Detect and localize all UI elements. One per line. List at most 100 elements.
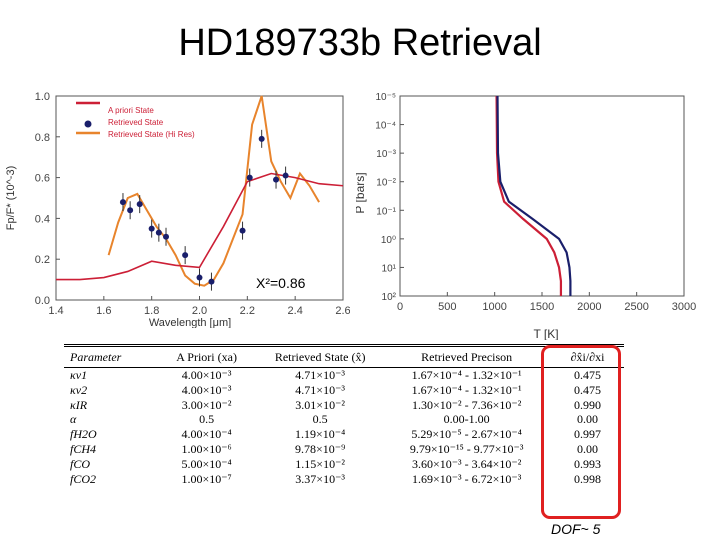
- retrieved-point: [196, 274, 203, 281]
- retrieved-point: [136, 201, 143, 208]
- table-cell: 0.475: [574, 368, 602, 382]
- table-cell: 1.69×10⁻³ - 6.72×10⁻³: [411, 471, 522, 486]
- spectrum-ylabel: Fp/F* (10^-3): [5, 166, 17, 230]
- y-tick-label: 0.8: [35, 132, 50, 144]
- table-cell: 5.00×10⁻⁴: [181, 456, 232, 471]
- table-cell: 0.00-1.00: [443, 412, 490, 427]
- tp-y-tick-label: 10⁻¹: [376, 206, 396, 217]
- table-cell: 0.00: [577, 412, 599, 427]
- table-cell: fCH4: [70, 441, 97, 456]
- header-retrieved-state: Retrieved State (x̂): [274, 349, 366, 364]
- table-cell: 0.475: [574, 382, 602, 397]
- table-cell: 4.71×10⁻³: [295, 368, 345, 382]
- retrieved-point: [119, 199, 126, 206]
- x-tick-label: 1.8: [144, 305, 159, 317]
- tp-y-tick-label: 10²: [382, 292, 397, 303]
- table-cell: 1.30×10⁻² - 7.36×10⁻²: [411, 397, 522, 412]
- tp-y-tick-label: 10⁰: [381, 235, 396, 246]
- retrieved-point: [148, 225, 155, 232]
- x-tick-label: 2.0: [192, 305, 207, 317]
- table-cell: 0.00: [577, 441, 599, 456]
- table-cell: 9.79×10⁻¹⁵ - 9.77×10⁻³: [409, 441, 524, 456]
- parameter-table: Parameter A Priori (xa) Retrieved State …: [64, 344, 624, 524]
- tp-profile-line: [495, 95, 563, 296]
- legend-retrieved-swatch: [84, 120, 92, 128]
- table-row: κv1 4.00×10⁻³ 4.71×10⁻³ 1.67×10⁻⁴ - 1.32×10…: [64, 368, 624, 383]
- legend-label: Retrieved State: [108, 118, 164, 127]
- x-tick-label: 1.4: [48, 305, 63, 317]
- table-cell: 1.00×10⁻⁶: [181, 441, 232, 456]
- tp-y-tick-label: 10⁻⁵: [375, 92, 396, 103]
- table-cell: 9.78×10⁻⁹: [295, 441, 346, 456]
- legend-label: Retrieved State (Hi Res): [108, 130, 195, 139]
- tp-x-tick-label: 2500: [624, 301, 648, 313]
- spectrum-chart: 1.4 1.6 1.8 2.0 2.2 2.4 2.60.00.20.40.60.81.0 …: [5, 91, 350, 328]
- x-tick-label: 2.2: [240, 305, 255, 317]
- spectrum-xlabel: Wavelength [μm]: [149, 317, 231, 328]
- tp-profile-line: [496, 95, 572, 296]
- table-cell: 1.15×10⁻²: [295, 456, 345, 471]
- table-cell: 0.998: [574, 471, 602, 486]
- retrieved-point: [239, 227, 246, 234]
- y-tick-label: 1.0: [35, 91, 50, 103]
- retrieved-point: [155, 229, 162, 236]
- table-cell: 5.29×10⁻⁵ - 2.67×10⁻⁴: [411, 427, 522, 442]
- table-cell: 1.67×10⁻⁴ - 1.32×10⁻¹: [411, 382, 522, 397]
- hires-series-line: [107, 95, 320, 287]
- y-tick-label: 0.2: [35, 254, 50, 266]
- tp-x-tick-label: 0: [397, 301, 403, 313]
- tp-x-tick-label: 2000: [577, 301, 601, 313]
- table-cell: 0.5: [199, 412, 215, 427]
- table-cell: fCO: [70, 456, 91, 471]
- y-tick-label: 0.6: [35, 173, 50, 185]
- table-cell: 3.01×10⁻²: [295, 397, 345, 412]
- retrieved-point: [163, 233, 170, 240]
- table-cell: κv1: [70, 368, 88, 382]
- table-row: fCO 5.00×10⁻⁴ 1.15×10⁻² 3.60×10⁻³ - 3.64×10…: [64, 457, 624, 472]
- table-row: fCH4 1.00×10⁻⁶ 9.78×10⁻⁹ 9.79×10⁻¹⁵ - 9.77×…: [64, 442, 624, 457]
- dof-note: DOF~ 5: [551, 521, 601, 537]
- table-cell: 1.19×10⁻⁴: [295, 427, 346, 442]
- x-tick-label: 2.4: [288, 305, 303, 317]
- table-cell: α: [70, 412, 77, 427]
- tp-y-tick-label: 10⁻²: [376, 178, 396, 189]
- page-title: HD189733b Retrieval: [178, 22, 542, 64]
- table-cell: 4.00×10⁻⁴: [181, 427, 232, 442]
- table-row: α 0.5 0.5 0.00-1.00 0.00: [64, 412, 624, 427]
- apriori-series-line: [56, 172, 344, 281]
- table-cell: κv2: [70, 382, 88, 397]
- tp-xlabel: T [K]: [533, 327, 558, 340]
- table-row: κIR 3.00×10⁻² 3.01×10⁻² 1.30×10⁻² - 7.36×10…: [64, 398, 624, 413]
- tp-x-tick-label: 1500: [530, 301, 554, 313]
- table-cell: 0.990: [574, 397, 602, 412]
- table-cell: 3.37×10⁻³: [295, 471, 345, 486]
- table-cell: 3.60×10⁻³ - 3.64×10⁻²: [411, 456, 522, 471]
- tp-y-tick-label: 10¹: [382, 263, 397, 274]
- y-tick-label: 0.0: [35, 295, 50, 307]
- table-cell: 1.00×10⁻⁷: [181, 471, 232, 486]
- x-tick-label: 1.6: [96, 305, 111, 317]
- tp-ylabel: P [bars]: [356, 172, 367, 213]
- table-cell: 4.00×10⁻³: [181, 382, 232, 397]
- table-cell: 0.993: [574, 456, 602, 471]
- tp-x-tick-label: 1000: [482, 301, 506, 313]
- table-cell: 4.00×10⁻³: [181, 368, 232, 382]
- tp-x-tick-label: 500: [438, 301, 456, 313]
- table-cell: 3.00×10⁻²: [181, 397, 232, 412]
- tp-y-tick-label: 10⁻³: [376, 149, 396, 160]
- x-tick-label: 2.6: [335, 305, 350, 317]
- retrieved-point: [182, 252, 189, 259]
- tp-profile-chart: 0 500 1000 1500 2000 2500 3000 10⁻⁵ 10⁻⁴ 10⁻³ 10⁻²…: [356, 92, 696, 340]
- retrieved-point: [208, 278, 215, 285]
- tp-y-tick-label: 10⁻⁴: [375, 121, 396, 132]
- tp-plot-frame: [399, 95, 685, 297]
- table-cell: 4.71×10⁻³: [295, 382, 345, 397]
- header-a-priori: A Priori (xa): [176, 349, 237, 364]
- retrieved-point: [258, 135, 265, 142]
- tp-x-tick-label: 3000: [672, 301, 696, 313]
- legend-label: A priori State: [108, 106, 154, 115]
- table-cell: 0.997: [574, 427, 602, 442]
- table-row: fCO2 1.00×10⁻⁷ 3.37×10⁻³ 1.69×10⁻³ - 6.72×1…: [64, 472, 624, 487]
- table-row: fH2O 4.00×10⁻⁴ 1.19×10⁻⁴ 5.29×10⁻⁵ - 2.67×1…: [64, 427, 624, 442]
- header-sensitivity: ∂x̂i/∂xi: [570, 349, 605, 364]
